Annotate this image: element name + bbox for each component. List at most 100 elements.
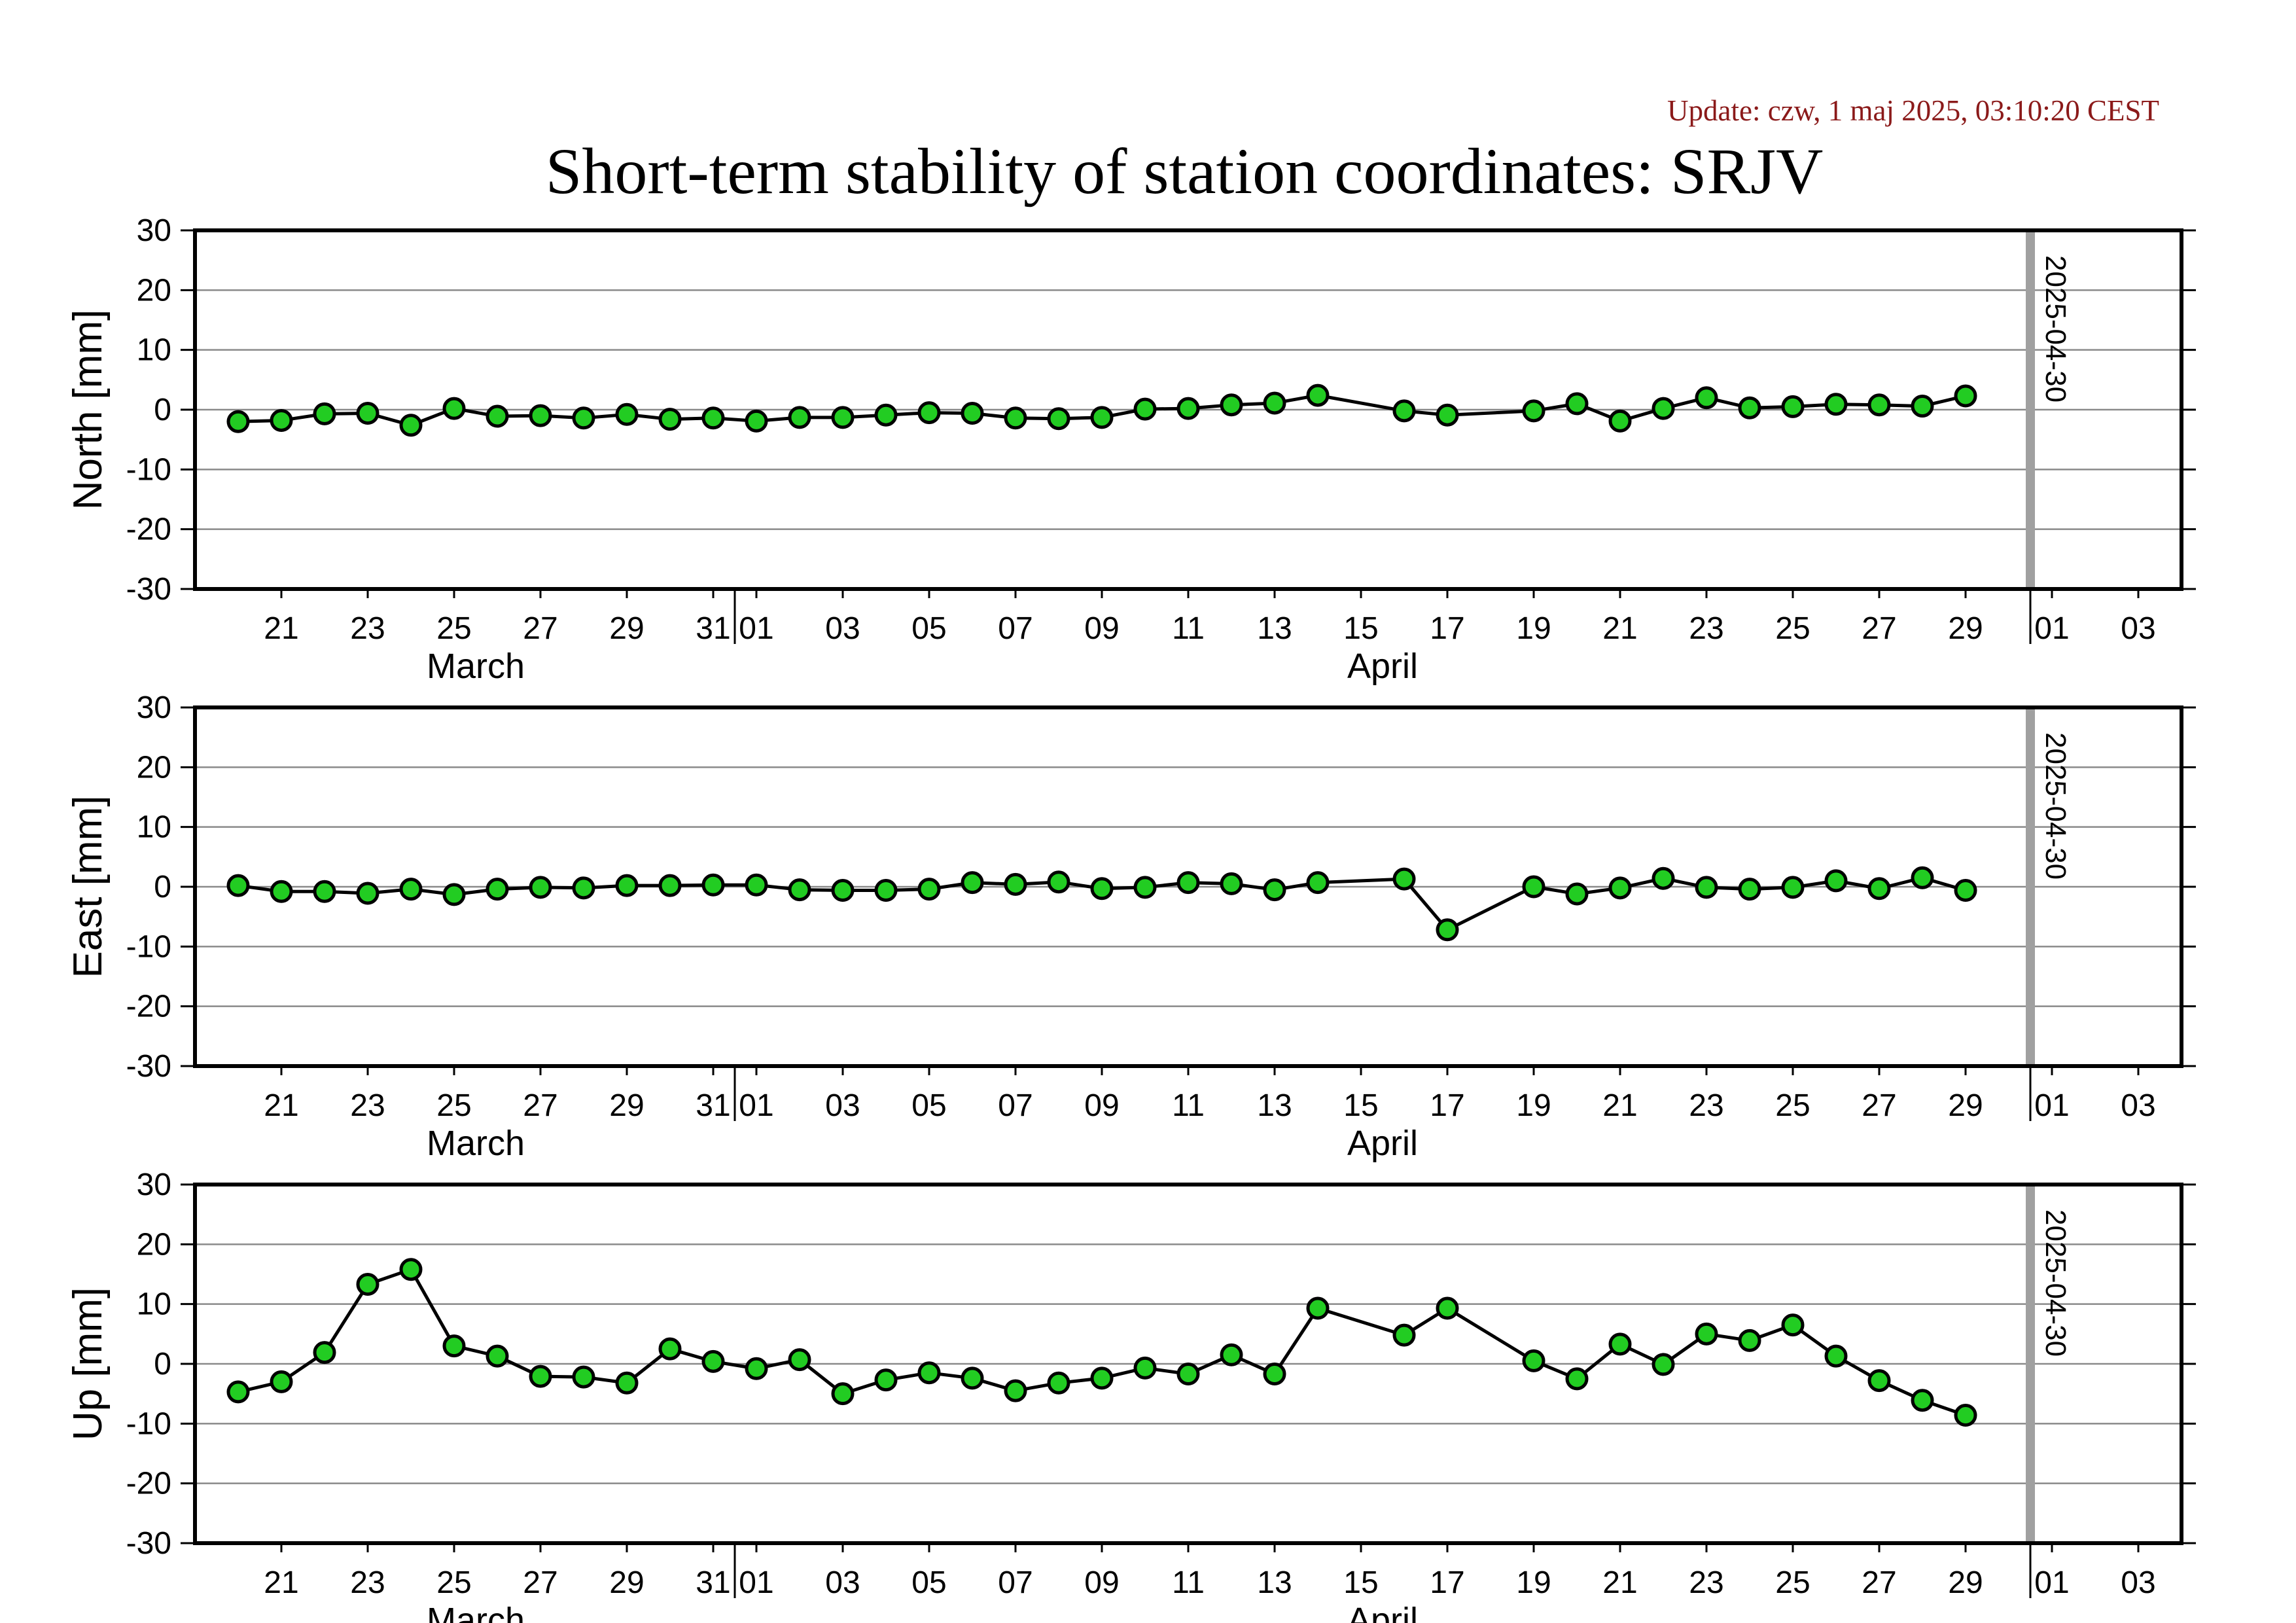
data-point: [1436, 1296, 1459, 1320]
data-point: [270, 408, 293, 432]
data-point: [1867, 1369, 1891, 1393]
x-tick-label: 01: [2034, 1565, 2069, 1600]
x-tick-label: 19: [1516, 1088, 1551, 1123]
data-point: [1522, 1349, 1545, 1372]
x-tick-label: 09: [1084, 611, 1119, 646]
data-point: [1695, 386, 1718, 410]
data-point: [270, 1370, 293, 1393]
x-tick-label: 25: [1775, 611, 1810, 646]
y-tick-label: 0: [154, 1347, 171, 1382]
x-tick-label: 05: [911, 1088, 946, 1123]
x-tick-label: 15: [1343, 611, 1378, 646]
data-point: [226, 874, 250, 897]
data-point: [1738, 396, 1761, 419]
y-tick-label: -30: [126, 1049, 171, 1084]
y-axis-label: East [mm]: [65, 795, 111, 978]
y-axis-label: Up [mm]: [65, 1287, 111, 1440]
y-axis-label: North [mm]: [65, 310, 111, 510]
data-point: [615, 874, 639, 897]
data-point: [1004, 872, 1027, 896]
data-point: [1954, 878, 1977, 902]
date-marker-label: 2025-04-30: [2040, 732, 2072, 880]
panel-1: 2025-04-30 30 20 10 0 -10 -20 -30 East [mm] 21 23 2…: [65, 690, 2196, 1163]
data-point: [874, 878, 898, 902]
x-tick-label: 29: [609, 1565, 644, 1600]
x-tick-label: 23: [350, 611, 385, 646]
x-tick-label: 01: [2034, 1088, 2069, 1123]
data-point: [1911, 1389, 1934, 1412]
data-point: [1263, 878, 1286, 902]
data-point: [1608, 409, 1632, 433]
data-point: [658, 1337, 682, 1361]
x-tick-label: 31: [696, 611, 730, 646]
x-tick-label: 27: [523, 1088, 557, 1123]
x-tick-label: 09: [1084, 1565, 1119, 1600]
data-point: [917, 401, 941, 425]
chart-title: Short-term stability of station coordina…: [546, 135, 1824, 207]
x-tick-label: 29: [1948, 1088, 1983, 1123]
data-point: [486, 1344, 509, 1368]
data-point: [1781, 395, 1805, 418]
data-point: [1220, 872, 1243, 895]
data-point: [961, 401, 984, 425]
x-tick-label: 27: [523, 611, 557, 646]
panel-2: 2025-04-30 30 20 10 0 -10 -20 -30 Up [mm] 21 23 25 2…: [65, 1168, 2196, 1623]
data-point: [1954, 1404, 1977, 1427]
data-point: [486, 404, 509, 428]
x-tick-label: 23: [1689, 611, 1723, 646]
x-tick-label: 17: [1430, 611, 1464, 646]
data-point: [1392, 867, 1416, 891]
data-point: [1392, 1323, 1416, 1347]
x-tick-label: 25: [436, 1565, 471, 1600]
data-point: [356, 882, 380, 905]
x-tick-label: 05: [911, 611, 946, 646]
data-point: [1608, 1332, 1632, 1356]
y-tick-label: 10: [137, 810, 171, 845]
data-point: [486, 878, 509, 901]
y-tick-label: 30: [137, 213, 171, 248]
y-tick-label: 20: [137, 273, 171, 308]
data-point: [1090, 1366, 1114, 1390]
data-point: [572, 876, 595, 900]
data-point: [529, 404, 552, 427]
data-point: [1220, 1343, 1243, 1366]
data-point: [701, 406, 725, 430]
data-point: [1695, 876, 1718, 899]
data-point: [442, 397, 466, 420]
data-point: [1824, 1344, 1848, 1368]
data-point: [1306, 383, 1330, 407]
data-point: [1565, 1367, 1589, 1391]
date-marker-label: 2025-04-30: [2040, 255, 2072, 402]
data-point: [529, 1364, 552, 1388]
x-tick-label: 15: [1343, 1088, 1378, 1123]
x-tick-label: 09: [1084, 1088, 1119, 1123]
x-tick-label: 23: [1689, 1088, 1723, 1123]
data-point: [1436, 403, 1459, 427]
data-point: [270, 880, 293, 903]
x-tick-label: 31: [696, 1565, 730, 1600]
y-tick-label: 0: [154, 870, 171, 904]
data-point: [788, 406, 811, 429]
data-point: [399, 878, 423, 901]
data-point: [1263, 391, 1286, 415]
y-tick-label: 20: [137, 1227, 171, 1262]
data-point: [615, 1371, 639, 1395]
update-timestamp: Update: czw, 1 maj 2025, 03:10:20 CEST: [1667, 94, 2159, 127]
x-tick-label: 03: [2121, 1565, 2155, 1600]
x-tick-label: 27: [1862, 611, 1896, 646]
data-point: [1220, 393, 1243, 417]
data-point: [1133, 876, 1157, 899]
data-point: [529, 876, 552, 899]
month-label: April: [1347, 1124, 1418, 1163]
x-tick-label: 17: [1430, 1088, 1464, 1123]
x-tick-label: 07: [998, 1088, 1033, 1123]
data-point: [1090, 406, 1114, 429]
data-point: [1090, 877, 1114, 901]
date-marker-label: 2025-04-30: [2040, 1209, 2072, 1357]
month-label: March: [427, 1601, 525, 1623]
month-label: March: [427, 647, 525, 686]
month-label: April: [1347, 647, 1418, 686]
data-point: [1392, 399, 1416, 423]
data-point: [1436, 918, 1459, 942]
data-point: [961, 871, 984, 895]
